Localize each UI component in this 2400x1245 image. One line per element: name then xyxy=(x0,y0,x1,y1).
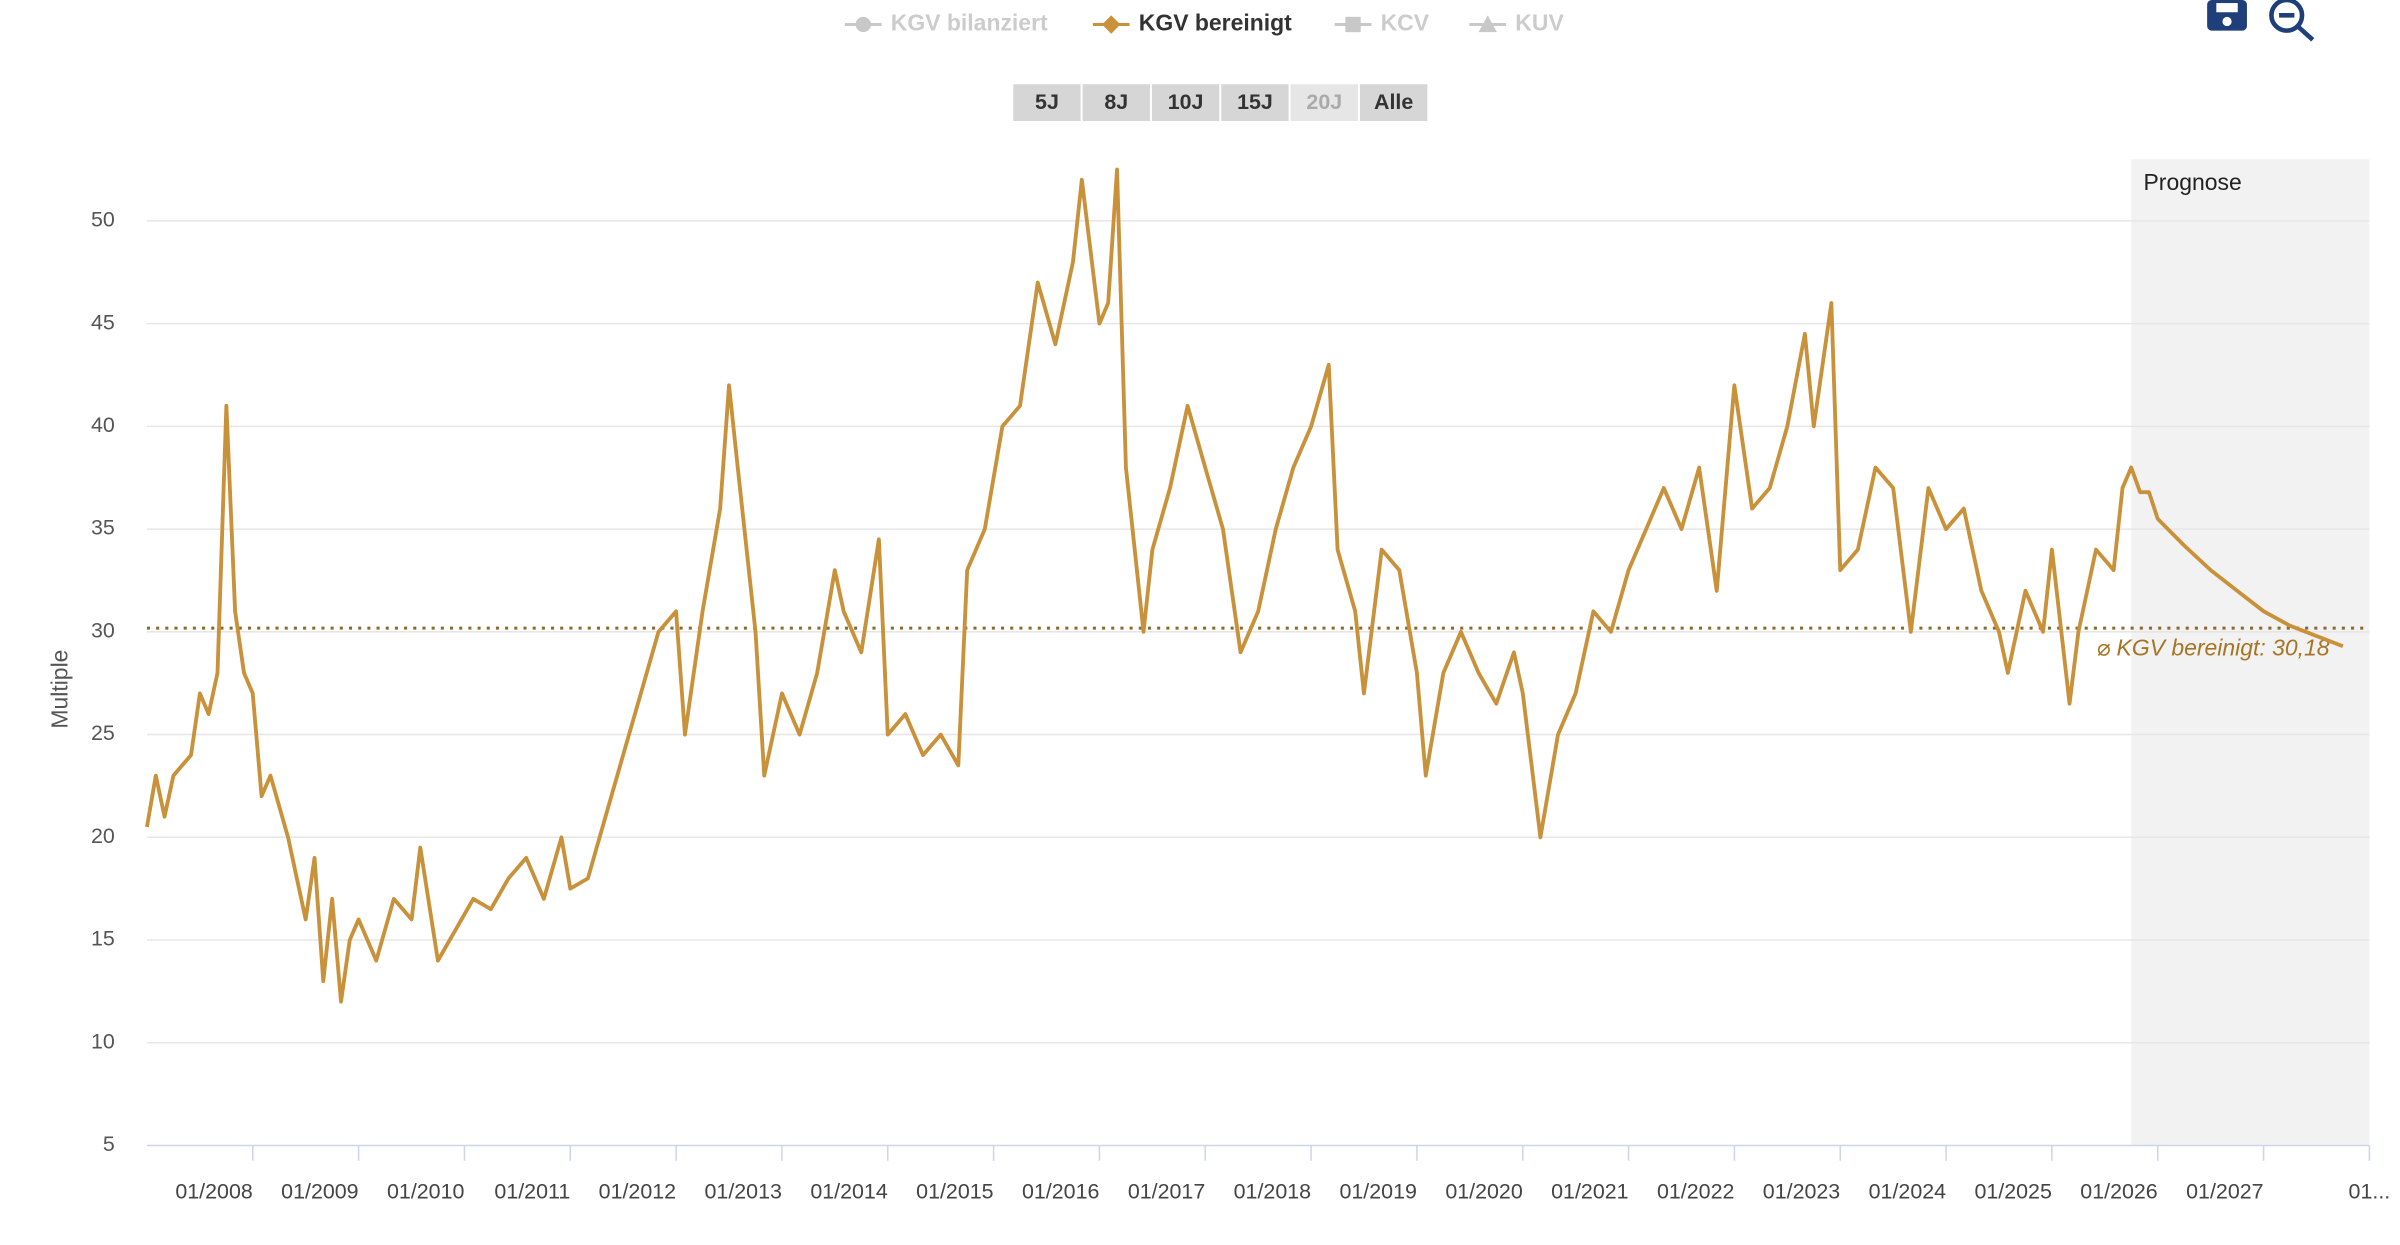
button-bg xyxy=(1359,84,1428,121)
legend-label: KUV xyxy=(1515,10,1564,36)
forecast-label: Prognose xyxy=(2144,169,2242,195)
x-tick-label: 01/2017 xyxy=(1128,1180,1205,1204)
button-bg xyxy=(1013,84,1081,121)
legend-marker xyxy=(1478,15,1497,33)
y-tick-label: 45 xyxy=(91,310,115,334)
button-label: 20J xyxy=(1306,90,1342,114)
legend-item[interactable]: KUV xyxy=(1469,10,1564,36)
button-bg xyxy=(1290,84,1358,121)
button-bg xyxy=(1151,84,1220,121)
button-label: Alle xyxy=(1374,90,1413,114)
x-tick-label: 01/2019 xyxy=(1339,1180,1416,1204)
button-label: 5J xyxy=(1035,90,1059,114)
zoom-out-icon[interactable] xyxy=(2269,0,2315,42)
x-tick-label: 01/2023 xyxy=(1763,1180,1840,1204)
save-icon[interactable] xyxy=(2207,0,2247,31)
y-tick-label: 40 xyxy=(91,413,115,437)
x-tick-label: 01/2025 xyxy=(1974,1180,2052,1204)
button-label: 10J xyxy=(1168,90,1204,114)
x-tick-label: 01/2020 xyxy=(1445,1180,1523,1204)
y-axis-title: Multiple xyxy=(46,650,72,729)
x-tick-label: 01/2022 xyxy=(1657,1180,1734,1204)
y-tick-label: 10 xyxy=(91,1029,115,1053)
x-tick-label: 01/2008 xyxy=(175,1180,252,1204)
x-tick-label: 01/2027 xyxy=(2186,1180,2263,1204)
button-label: 15J xyxy=(1237,90,1273,114)
legend-label: KGV bilanziert xyxy=(891,10,1048,36)
range-button[interactable]: 8J xyxy=(1082,84,1150,121)
average-label: ⌀ KGV bereinigt: 30,18 xyxy=(2096,635,2329,661)
button-bg xyxy=(1221,84,1289,121)
legend-marker xyxy=(855,16,871,33)
x-tick-label: 01/2015 xyxy=(916,1180,994,1204)
y-tick-label: 5 xyxy=(103,1132,115,1156)
x-tick-label: 01... xyxy=(2349,1180,2391,1204)
y-tick-label: 25 xyxy=(91,721,115,745)
legend-marker xyxy=(1102,15,1121,34)
legend-label: KGV bereinigt xyxy=(1139,10,1292,36)
y-tick-label: 20 xyxy=(91,824,115,848)
x-tick-label: 01/2014 xyxy=(810,1180,888,1204)
button-bg xyxy=(1082,84,1150,121)
range-button[interactable]: 15J xyxy=(1221,84,1289,121)
legend-item[interactable]: KGV bilanziert xyxy=(844,10,1048,36)
y-tick-label: 30 xyxy=(91,618,115,642)
x-tick-label: 01/2018 xyxy=(1234,1180,1311,1204)
y-tick-label: 50 xyxy=(91,208,115,232)
line-series xyxy=(145,167,2344,1004)
range-button: 20J xyxy=(1290,84,1358,121)
x-tick-label: 01/2010 xyxy=(387,1180,465,1204)
x-tick-label: 01/2026 xyxy=(2080,1180,2157,1204)
legend-item[interactable]: KGV bereinigt xyxy=(1092,10,1292,36)
y-tick-label: 35 xyxy=(91,516,115,540)
x-tick-label: 01/2011 xyxy=(494,1180,570,1204)
legend-item[interactable]: KCV xyxy=(1334,10,1430,36)
range-button[interactable]: Alle xyxy=(1359,84,1428,121)
x-tick-label: 01/2012 xyxy=(599,1180,676,1204)
legend-marker xyxy=(1345,16,1361,33)
range-button[interactable]: 10J xyxy=(1151,84,1220,121)
range-button[interactable]: 5J xyxy=(1013,84,1081,121)
y-tick-label: 15 xyxy=(91,927,115,951)
legend-label: KCV xyxy=(1381,10,1430,36)
button-label: 8J xyxy=(1104,90,1128,114)
x-tick-label: 01/2009 xyxy=(281,1180,358,1204)
x-tick-label: 01/2016 xyxy=(1022,1180,1099,1204)
x-tick-label: 01/2024 xyxy=(1869,1180,1947,1204)
x-tick-label: 01/2021 xyxy=(1551,1180,1628,1204)
x-tick-label: 01/2013 xyxy=(705,1180,782,1204)
